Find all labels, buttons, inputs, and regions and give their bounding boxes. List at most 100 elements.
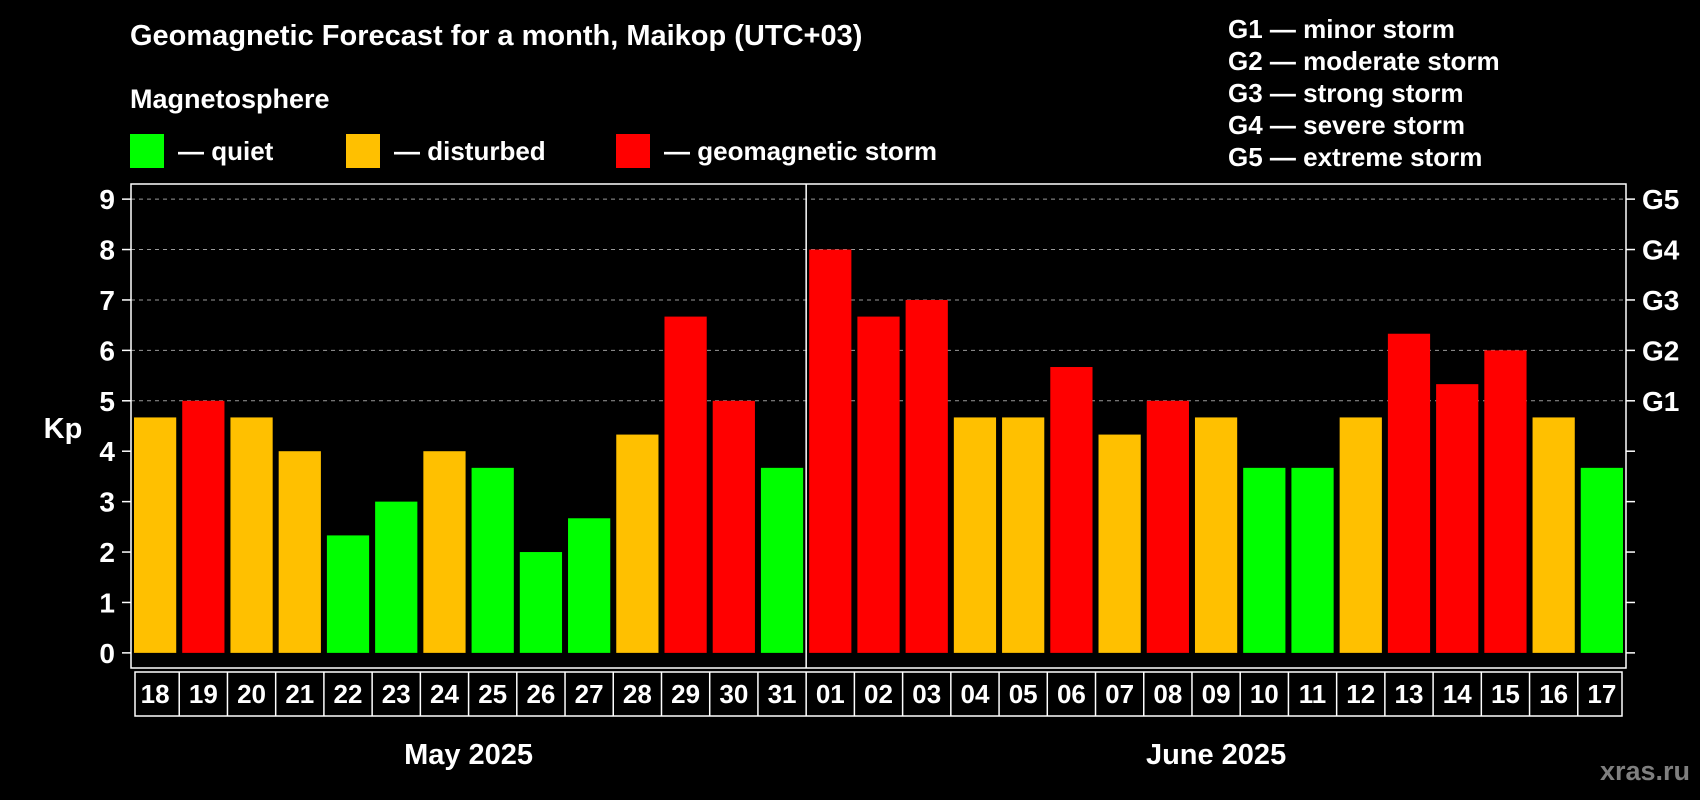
y-tick-label-2: 2 (99, 537, 115, 568)
category-cell-12 (1340, 672, 1381, 716)
bar-28 (616, 434, 659, 653)
bar-04 (953, 417, 997, 653)
bar-20 (230, 417, 273, 653)
category-cell-10 (1244, 672, 1285, 716)
bar-24 (423, 451, 466, 653)
category-cell-25 (472, 672, 513, 716)
category-label-17: 17 (1587, 679, 1616, 709)
legend-swatch-quiet (130, 134, 164, 168)
category-cell-16 (1533, 672, 1574, 716)
category-label-25: 25 (478, 679, 507, 709)
magnetosphere-label: Magnetosphere (130, 84, 330, 114)
bar-13 (1387, 333, 1431, 653)
bar-31 (760, 467, 804, 653)
category-label-24: 24 (430, 679, 459, 709)
category-label-26: 26 (526, 679, 555, 709)
bar-23 (375, 501, 418, 653)
right-axis-label-g1: G1 (1642, 386, 1679, 417)
bar-08 (1146, 400, 1189, 653)
storm-scale-g2: G2 — moderate storm (1228, 46, 1500, 76)
bar-29 (664, 316, 707, 653)
y-tick-label-3: 3 (99, 487, 115, 518)
bar-17 (1580, 467, 1623, 653)
category-label-05: 05 (1009, 679, 1038, 709)
category-cell-11 (1292, 672, 1333, 716)
legend-quiet: — quiet (130, 134, 273, 168)
legend-label-disturbed: — disturbed (394, 135, 546, 166)
storm-scale-g5: G5 — extreme storm (1228, 142, 1483, 172)
category-frame (134, 671, 1623, 717)
category-label-20: 20 (237, 679, 266, 709)
right-axis-label-g2: G2 (1642, 335, 1679, 366)
category-label-28: 28 (623, 679, 652, 709)
y-tick-label-0: 0 (99, 638, 115, 669)
y-tick-label-8: 8 (99, 235, 115, 266)
y-tick-label-6: 6 (99, 335, 115, 366)
bar-11 (1291, 467, 1334, 653)
legend-swatch-storm (616, 134, 650, 168)
category-label-21: 21 (285, 679, 314, 709)
category-label-18: 18 (141, 679, 170, 709)
storm-scale-g4: G4 — severe storm (1228, 110, 1466, 140)
category-label-07: 07 (1105, 679, 1134, 709)
month-label-1: June 2025 (1146, 739, 1286, 771)
category-label-11: 11 (1299, 679, 1327, 709)
storm-scale-legend: G1 — minor storm G2 — moderate storm G3 … (1228, 13, 1500, 173)
category-cell-20 (231, 672, 272, 716)
category-cell-01 (810, 672, 851, 716)
bar-05 (1002, 417, 1045, 653)
chart-title: Geomagnetic Forecast for a month, Maikop… (130, 20, 863, 52)
category-cell-18 (135, 672, 176, 716)
bar-30 (712, 400, 755, 653)
bar-25 (471, 467, 514, 653)
legend-label-quiet: — quiet (178, 135, 274, 166)
bar-03 (905, 299, 948, 653)
bar-02 (857, 316, 900, 653)
storm-scale-g3: G3 — strong storm (1228, 78, 1464, 108)
category-cell-05 (1003, 672, 1044, 716)
category-label-13: 13 (1395, 679, 1424, 709)
category-label-31: 31 (768, 679, 797, 709)
bar-26 (519, 552, 563, 653)
bar-15 (1484, 350, 1527, 653)
y-tick-label-4: 4 (99, 436, 115, 467)
category-label-27: 27 (575, 679, 604, 709)
category-cell-08 (1147, 672, 1188, 716)
legend-disturbed: — disturbed (346, 134, 546, 168)
bar-19 (182, 400, 225, 653)
right-axis-label-g3: G3 (1642, 285, 1679, 316)
category-cell-27 (569, 672, 610, 716)
category-cell-06 (1051, 672, 1092, 716)
category-label-04: 04 (960, 679, 989, 709)
legend-storm: — geomagnetic storm (616, 134, 937, 168)
storm-scale-g1: G1 — minor storm (1228, 14, 1455, 44)
bar-07 (1098, 434, 1141, 653)
bar-21 (278, 451, 321, 653)
category-label-19: 19 (189, 679, 218, 709)
category-label-01: 01 (816, 679, 845, 709)
category-cell-07 (1099, 672, 1140, 716)
watermark: xras.ru (1599, 756, 1690, 786)
right-axis-label-g5: G5 (1642, 184, 1679, 215)
category-label-10: 10 (1250, 679, 1279, 709)
category-cell-30 (713, 672, 754, 716)
bar-09 (1194, 417, 1238, 653)
category-label-08: 08 (1153, 679, 1182, 709)
bar-18 (134, 417, 177, 653)
category-label-12: 12 (1346, 679, 1375, 709)
y-tick-label-1: 1 (99, 587, 115, 618)
month-label-0: May 2025 (404, 739, 533, 771)
category-cell-15 (1485, 672, 1526, 716)
category-cell-28 (617, 672, 658, 716)
category-label-22: 22 (334, 679, 363, 709)
category-cell-02 (858, 672, 899, 716)
category-cell-26 (520, 672, 562, 716)
bar-01 (809, 249, 852, 653)
legend-swatch-disturbed (346, 134, 380, 168)
right-axis-label-g4: G4 (1642, 235, 1680, 266)
bar-10 (1243, 467, 1286, 653)
category-label-06: 06 (1057, 679, 1086, 709)
category-cell-23 (376, 672, 417, 716)
y-tick-label-9: 9 (99, 184, 115, 215)
category-label-09: 09 (1202, 679, 1231, 709)
